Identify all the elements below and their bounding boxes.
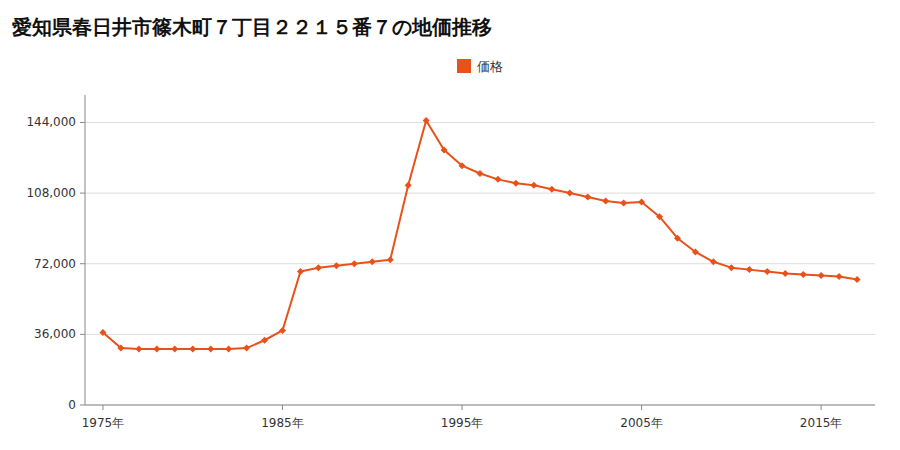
marker <box>710 258 717 265</box>
grid-line <box>85 334 875 335</box>
legend-swatch <box>457 59 471 73</box>
y-tick <box>80 405 85 406</box>
y-tick <box>80 193 85 194</box>
y-tick <box>80 334 85 335</box>
marker <box>243 345 250 352</box>
y-tick-label: 72,000 <box>34 257 76 271</box>
marker <box>512 180 519 187</box>
x-tick-label: 2005年 <box>620 416 663 430</box>
x-tick <box>821 405 822 410</box>
marker <box>369 258 376 265</box>
legend-label: 価格 <box>477 59 503 74</box>
grid-line <box>85 405 875 406</box>
legend: 価格 <box>457 59 503 74</box>
x-tick-label: 1995年 <box>441 416 484 430</box>
marker <box>548 186 555 193</box>
marker <box>387 256 394 263</box>
marker <box>836 273 843 280</box>
y-tick <box>80 122 85 123</box>
marker <box>207 346 214 353</box>
marker <box>99 329 106 336</box>
marker <box>423 117 430 124</box>
marker <box>728 264 735 271</box>
y-tick-label: 36,000 <box>34 327 76 341</box>
marker <box>746 266 753 273</box>
line <box>103 121 857 350</box>
marker <box>225 346 232 353</box>
x-tick <box>641 405 642 410</box>
marker <box>189 346 196 353</box>
marker <box>171 346 178 353</box>
marker <box>602 197 609 204</box>
marker <box>279 327 286 334</box>
x-tick <box>102 405 103 410</box>
marker <box>674 235 681 242</box>
x-axis-line <box>85 405 875 406</box>
marker <box>261 337 268 344</box>
chart: 愛知県春日井市篠木町７丁目２２１５番７の地価推移 0 36,000 72,000 108… <box>0 0 900 450</box>
marker <box>315 264 322 271</box>
grid-line <box>85 193 875 194</box>
marker <box>351 260 358 267</box>
marker <box>297 268 304 275</box>
marker <box>584 194 591 201</box>
marker <box>530 182 537 189</box>
grid-line <box>85 122 875 123</box>
y-grid <box>85 122 875 405</box>
y-tick-label: 108,000 <box>26 186 76 200</box>
marker <box>854 276 861 283</box>
y-axis-line <box>85 95 86 405</box>
marker <box>405 182 412 189</box>
x-tick-label: 2015年 <box>800 416 843 430</box>
y-tick <box>80 263 85 264</box>
y-tick-label: 144,000 <box>26 115 76 129</box>
marker <box>620 199 627 206</box>
marker <box>333 262 340 269</box>
marker <box>800 271 807 278</box>
marker <box>117 345 124 352</box>
x-tick-label: 1985年 <box>261 416 304 430</box>
y-tick-label: 0 <box>68 398 76 412</box>
grid-line <box>85 263 875 264</box>
marker <box>441 146 448 153</box>
x-tick <box>462 405 463 410</box>
marker <box>656 213 663 220</box>
marker <box>477 170 484 177</box>
marker <box>566 190 573 197</box>
marker <box>764 268 771 275</box>
x-tick-label: 1975年 <box>82 416 125 430</box>
marker <box>153 346 160 353</box>
marker <box>459 162 466 169</box>
plot-area <box>99 117 860 353</box>
marker <box>494 176 501 183</box>
marker <box>638 198 645 205</box>
marker <box>692 248 699 255</box>
marker <box>135 346 142 353</box>
marker <box>818 272 825 279</box>
marker <box>782 270 789 277</box>
title: 愛知県春日井市篠木町７丁目２２１５番７の地価推移 <box>12 15 492 39</box>
x-tick <box>282 405 283 410</box>
